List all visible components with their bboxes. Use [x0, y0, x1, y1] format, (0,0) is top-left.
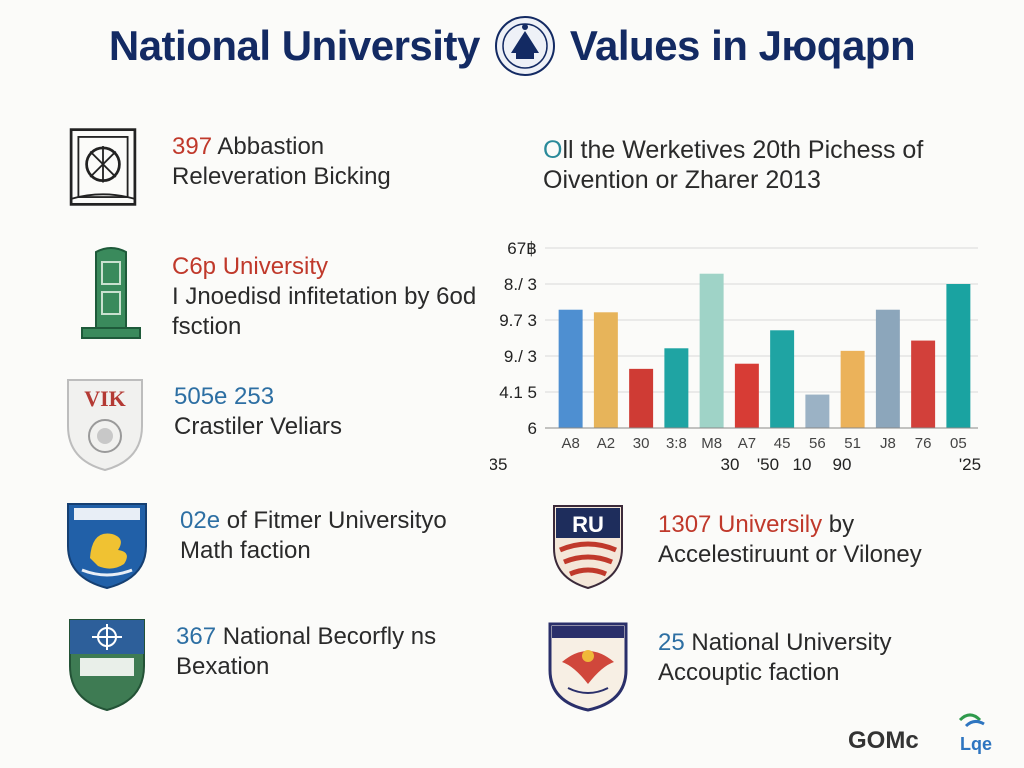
list-item: 25 National University Accouptic faction: [548, 622, 891, 712]
item-body: I Jnoedisd infitetation by 6od fsction: [172, 283, 477, 340]
y-tick-label: 9./ 3: [504, 347, 537, 366]
page-title: National University Values in Jюqapn: [0, 14, 1024, 78]
item-heading: of Fitmer Universityo: [220, 507, 447, 534]
bar: [805, 394, 830, 428]
x-tick-label: 3:8: [666, 435, 687, 452]
item-heading: National University: [684, 629, 892, 656]
bar: [946, 284, 971, 428]
crosshair-shield-icon: [69, 619, 145, 712]
brand-logo: GOMc Lqe: [848, 713, 992, 754]
bar: [911, 340, 936, 428]
item-highlight: 505e 253: [174, 383, 275, 410]
bar-chart: 67฿ 8./ 3 9.7 3 9./ 3 4.1 5 6 A8 A2 30 3:8 M8 A7 45 5…: [490, 239, 981, 474]
x-tick-label: A8: [561, 435, 579, 452]
item-body: Crastiler Veliars: [174, 413, 343, 440]
building-gate-icon: [69, 128, 137, 206]
bar: [875, 309, 900, 428]
x-tick-label: 76: [915, 435, 932, 452]
item-highlight: 397: [172, 133, 213, 160]
x-tick-label: 56: [809, 435, 826, 452]
x-tick-label-lower: '50: [757, 455, 779, 474]
title-right: Values in Jюqapn: [569, 22, 916, 69]
vik-shield-icon: VIK: [67, 379, 143, 472]
x-tick-label: 45: [774, 435, 791, 452]
item-highlight: 25: [658, 629, 685, 656]
y-tick-label: 8./ 3: [504, 275, 537, 294]
logo-text: GOMc: [848, 727, 919, 754]
list-item: 397 Abbastion Releveration Bicking: [62, 126, 391, 208]
item-heading: by: [822, 511, 855, 538]
list-item: C6p University I Jnoedisd infitetation b…: [70, 246, 482, 346]
x-tick-label: J8: [880, 435, 896, 452]
list-item: VIK 505e 253 Crastiler Veliars: [64, 376, 342, 472]
x-tick-label: 51: [844, 435, 861, 452]
item-highlight: 02e: [180, 507, 221, 534]
item-heading: Abbastion: [212, 133, 325, 160]
y-tick-label: 6: [528, 419, 537, 438]
chart-title-lead: O: [543, 136, 563, 164]
bar: [699, 273, 724, 428]
item-body: Accelestiruunt or Viloney: [658, 541, 922, 568]
x-tick-label: 30: [633, 435, 650, 452]
chart-title: Oll the Werketives 20th Pichess of Oiven…: [543, 135, 1013, 195]
list-item: 367 National Becorfly ns Bexation: [66, 616, 436, 712]
bar: [734, 363, 759, 428]
bar: [558, 309, 583, 428]
x-tick-label-lower: 35: [490, 455, 507, 474]
bar: [629, 368, 654, 428]
obelisk-monument-icon: [81, 247, 141, 339]
ru-shield-icon: RU: [553, 505, 623, 590]
item-highlight: C6p University: [172, 253, 329, 280]
dragon-crest-icon: [67, 503, 147, 590]
eagle-crest-icon: [548, 622, 628, 712]
list-item: 02e of Fitmer Universityo Math faction: [62, 500, 447, 590]
item-highlight: 1307 Universily: [658, 511, 823, 538]
list-item: RU 1307 Universily by Accelestiruunt or …: [552, 504, 922, 590]
x-tick-label-lower: 90: [833, 455, 852, 474]
bar: [770, 330, 795, 428]
logo-sub: Lqe: [960, 734, 992, 754]
x-tick-label: A2: [597, 435, 615, 452]
chart-title-rest: ll the Werketives 20th Pichess of Oivent…: [543, 136, 924, 194]
item-body: Accouptic faction: [658, 659, 840, 686]
y-tick-label: 9.7 3: [499, 311, 537, 330]
svg-text:RU: RU: [572, 512, 604, 537]
item-body: Math faction: [180, 537, 311, 564]
bar: [840, 350, 865, 428]
item-body: Bexation: [176, 653, 270, 680]
svg-text:VIK: VIK: [84, 386, 126, 411]
y-tick-label: 4.1 5: [499, 383, 537, 402]
bar: [593, 312, 618, 428]
title-left: National University: [108, 22, 480, 69]
x-tick-label: M8: [701, 435, 722, 452]
x-tick-label-lower: 10: [793, 455, 812, 474]
bar: [664, 348, 689, 428]
item-highlight: 367: [176, 623, 217, 650]
item-body: Releveration Bicking: [172, 163, 391, 190]
x-tick-label: 05: [950, 435, 967, 452]
university-seal-icon: [494, 16, 555, 76]
y-tick-label: 67฿: [507, 239, 537, 258]
x-tick-label-lower: 30: [721, 455, 740, 474]
item-heading: National Becorfly ns: [216, 623, 437, 650]
x-tick-label: A7: [738, 435, 756, 452]
x-tick-label-lower: '25: [959, 455, 981, 474]
